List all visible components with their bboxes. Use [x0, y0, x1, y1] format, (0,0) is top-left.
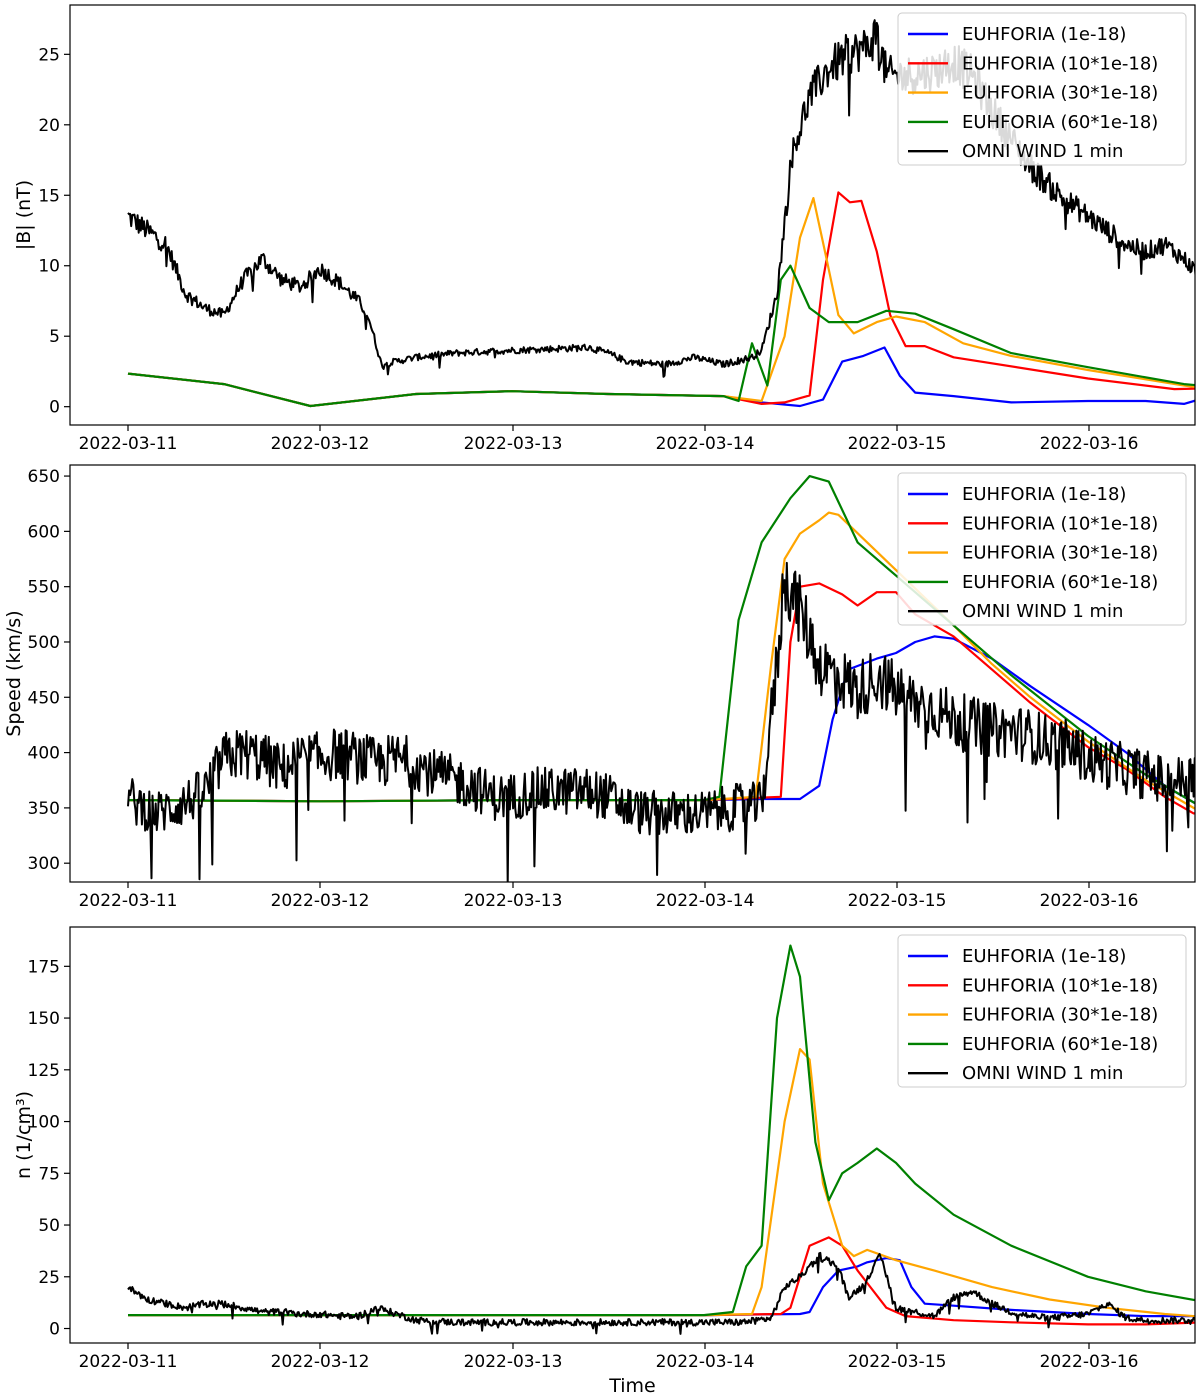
y-axis-label: Speed (km/s) [3, 610, 25, 736]
y-tick-label: 25 [38, 45, 60, 65]
legend-entry: OMNI WIND 1 min [962, 141, 1123, 162]
x-tick-label: 2022-03-12 [271, 434, 370, 454]
legend: EUHFORIA (1e-18) EUHFORIA (10*1e-18) EUHFO… [897, 472, 1187, 626]
y-tick-label: 75 [38, 1164, 60, 1184]
y-axis-label: n (1/cm³) [13, 1091, 35, 1179]
x-tick-label: 2022-03-11 [79, 891, 178, 911]
legend-entry: EUHFORIA (30*1e-18) [962, 83, 1158, 104]
y-tick-label: 650 [28, 467, 60, 487]
series-line-4 [127, 264, 1195, 408]
y-tick-label: 400 [28, 744, 60, 764]
series-line-4 [128, 944, 1195, 1317]
y-tick-label: 450 [28, 688, 60, 708]
legend-entry: EUHFORIA (30*1e-18) [962, 1005, 1158, 1026]
y-tick-label: 350 [28, 799, 60, 819]
x-tick-label: 2022-03-14 [656, 434, 755, 454]
y-tick-label: 500 [28, 633, 60, 653]
x-tick-label: 2022-03-16 [1040, 891, 1139, 911]
panel-1: 0 5 10 15 20 25 2022-03-11 2022-03-12 2022-03-13… [13, 4, 1196, 454]
x-tick-label: 2022-03-11 [79, 1352, 178, 1372]
series-line-5 [127, 561, 1195, 882]
axes-frame [69, 4, 1196, 426]
y-tick-label: 0 [49, 1320, 60, 1340]
series-line-5 [127, 1251, 1195, 1335]
legend-entry: EUHFORIA (60*1e-18) [962, 572, 1158, 593]
y-tick-label: 100 [28, 1113, 60, 1133]
x-tick-label: 2022-03-15 [848, 1352, 947, 1372]
y-tick-label: 20 [38, 116, 60, 136]
x-tick-label: 2022-03-15 [848, 891, 947, 911]
x-tick-label: 2022-03-13 [464, 434, 563, 454]
panel-3: 0 25 50 75 100 125 150 175 2022-03-11 2022-03-12 2… [13, 926, 1196, 1397]
legend-entry: EUHFORIA (1e-18) [962, 24, 1126, 45]
series-group [127, 944, 1195, 1335]
legend-entry: EUHFORIA (1e-18) [962, 946, 1126, 967]
x-tick-label: 2022-03-16 [1040, 434, 1139, 454]
legend-box [897, 934, 1187, 1088]
legend-entry: OMNI WIND 1 min [962, 601, 1123, 622]
y-tick-label: 175 [28, 957, 60, 977]
y-tick-label: 600 [28, 522, 60, 542]
x-tick-label: 2022-03-12 [271, 891, 370, 911]
x-axis-label: Time [608, 1375, 656, 1397]
x-tick-label: 2022-03-14 [656, 1352, 755, 1372]
y-tick-label: 150 [28, 1009, 60, 1029]
x-tick-label: 2022-03-11 [79, 434, 178, 454]
legend: EUHFORIA (1e-18) EUHFORIA (10*1e-18) EUHFO… [897, 934, 1187, 1088]
legend-entry: EUHFORIA (60*1e-18) [962, 112, 1158, 133]
panel-2: 300 350 400 450 500 550 600 650 2022-03-11 2022-0… [3, 464, 1196, 911]
x-tick-label: 2022-03-14 [656, 891, 755, 911]
legend-entry: EUHFORIA (10*1e-18) [962, 975, 1158, 996]
axes-frame [69, 464, 1196, 883]
series-line-4 [127, 475, 1195, 805]
x-tick-label: 2022-03-13 [464, 1352, 563, 1372]
legend: EUHFORIA (1e-18) EUHFORIA (10*1e-18) EUHFO… [897, 12, 1187, 166]
y-tick-label: 300 [28, 854, 60, 874]
y-tick-label: 15 [38, 186, 60, 206]
legend-entry: EUHFORIA (10*1e-18) [962, 53, 1158, 74]
y-tick-label: 10 [38, 257, 60, 277]
x-tick-label: 2022-03-16 [1040, 1352, 1139, 1372]
series-line-3 [127, 511, 1195, 810]
y-tick-label: 25 [38, 1268, 60, 1288]
x-tick-label: 2022-03-15 [848, 434, 947, 454]
y-tick-label: 125 [28, 1061, 60, 1081]
y-tick-label: 0 [49, 398, 60, 418]
legend-box [897, 12, 1187, 166]
legend-entry: OMNI WIND 1 min [962, 1063, 1123, 1084]
y-tick-label: 5 [49, 327, 60, 347]
y-tick-label: 50 [38, 1216, 60, 1236]
axes-frame [69, 926, 1196, 1344]
legend-entry: EUHFORIA (30*1e-18) [962, 543, 1158, 564]
x-tick-label: 2022-03-12 [271, 1352, 370, 1372]
legend-box [897, 472, 1187, 626]
legend-entry: EUHFORIA (10*1e-18) [962, 513, 1158, 534]
series-group [127, 19, 1195, 408]
series-line-3 [128, 1048, 1195, 1318]
y-axis-label: |B| (nT) [13, 180, 35, 250]
y-tick-label: 550 [28, 578, 60, 598]
series-line-1 [128, 1257, 1195, 1318]
x-tick-label: 2022-03-13 [464, 891, 563, 911]
legend-entry: EUHFORIA (1e-18) [962, 484, 1126, 505]
series-line-5 [127, 19, 1195, 378]
legend-entry: EUHFORIA (60*1e-18) [962, 1034, 1158, 1055]
